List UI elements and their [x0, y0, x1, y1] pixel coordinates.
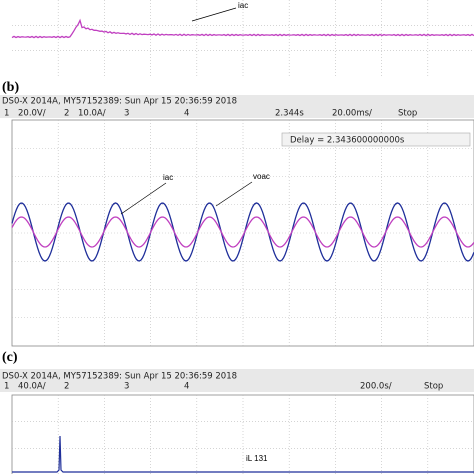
panel-a-screen	[0, 0, 474, 76]
panel-label: (c)	[2, 350, 18, 365]
channel-number: 4	[184, 382, 189, 392]
channel-number: 2	[64, 109, 69, 119]
annotation-arrow	[191, 7, 237, 22]
grid	[12, 395, 474, 474]
annotation-arrow	[120, 182, 167, 215]
channel-scale: 10.0A/	[78, 109, 106, 119]
run-status: Stop	[424, 382, 443, 392]
delay-text: Delay = 2.343600000000s	[290, 136, 405, 146]
run-status: Stop	[398, 109, 417, 119]
timebase: 20.00ms/	[332, 109, 372, 119]
grid	[12, 0, 474, 76]
scope-info: DS0-X 2014A, MY57152389: Sun Apr 15 20:3…	[2, 372, 237, 382]
channel-number: 1	[4, 109, 9, 119]
voltage-trace	[11, 202, 474, 262]
annotation: iL 131	[246, 454, 268, 463]
current-trace	[11, 18, 474, 39]
channel-number: 1	[4, 382, 9, 392]
delay-readout: 2.344s	[275, 109, 304, 119]
channel-number: 2	[64, 382, 69, 392]
annotation-arrow	[215, 181, 253, 207]
timebase: 200.0s/	[360, 382, 392, 392]
current-trace	[11, 216, 474, 248]
channel-number: 3	[124, 382, 129, 392]
channel-number: 4	[184, 109, 189, 119]
grid	[12, 120, 474, 346]
channel-bar: 1 20.0V/2 10.0A/3 4	[4, 109, 189, 119]
channel-scale: 20.0V/	[18, 109, 46, 119]
scope-header	[0, 369, 474, 392]
annotation: iac	[238, 1, 248, 10]
channel-bar: 1 40.0A/2 3 4	[4, 382, 189, 392]
scope-header	[0, 95, 474, 118]
panel-label: (b)	[2, 80, 19, 95]
annotation: iac	[163, 173, 173, 182]
current-trace	[12, 435, 474, 473]
channel-number: 3	[124, 109, 129, 119]
delay-box	[281, 132, 471, 147]
scope-info: DS0-X 2014A, MY57152389: Sun Apr 15 20:3…	[2, 97, 237, 107]
annotation: voac	[253, 172, 270, 181]
channel-scale: 40.0A/	[18, 382, 46, 392]
